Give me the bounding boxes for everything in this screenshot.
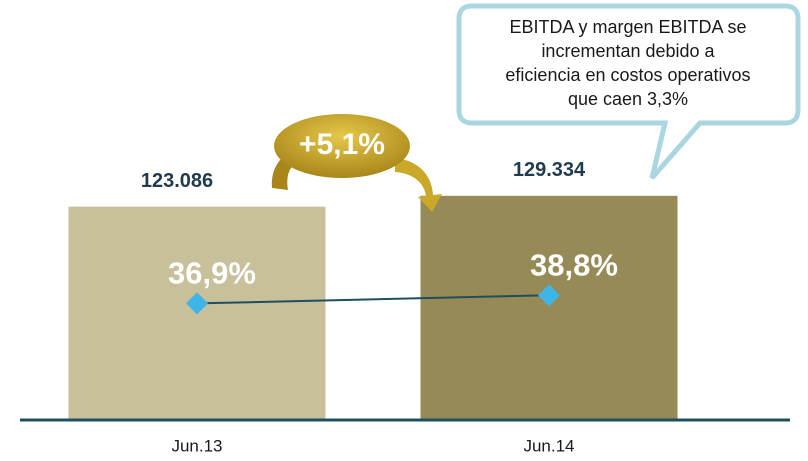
x-tick-label: Jun.14 bbox=[523, 436, 574, 455]
growth-badge bbox=[274, 114, 410, 178]
margin-marker bbox=[186, 292, 208, 315]
margin-label: 38,8% bbox=[530, 247, 618, 282]
callout-text: EBITDA y margen EBITDA se incrementan deb… bbox=[505, 17, 750, 109]
arrow-right bbox=[395, 158, 442, 212]
callout-line: EBITDA y margen EBITDA se bbox=[509, 17, 746, 37]
bar-value-label: 123.086 bbox=[141, 170, 213, 192]
callout-box bbox=[456, 3, 801, 180]
callout-line: eficiencia en costos operativos bbox=[505, 65, 750, 85]
bar bbox=[420, 195, 678, 420]
bar-value-label: 129.334 bbox=[513, 159, 586, 181]
growth-label: +5,1% bbox=[299, 128, 385, 161]
bars bbox=[68, 195, 678, 420]
margin-label: 36,9% bbox=[168, 256, 256, 291]
margin-marker bbox=[538, 284, 560, 307]
x-tick-label: Jun.13 bbox=[171, 436, 222, 455]
margin-line bbox=[196, 294, 550, 305]
callout-line: incrementan debido a bbox=[541, 41, 715, 61]
callout-line: que caen 3,3% bbox=[568, 89, 688, 109]
